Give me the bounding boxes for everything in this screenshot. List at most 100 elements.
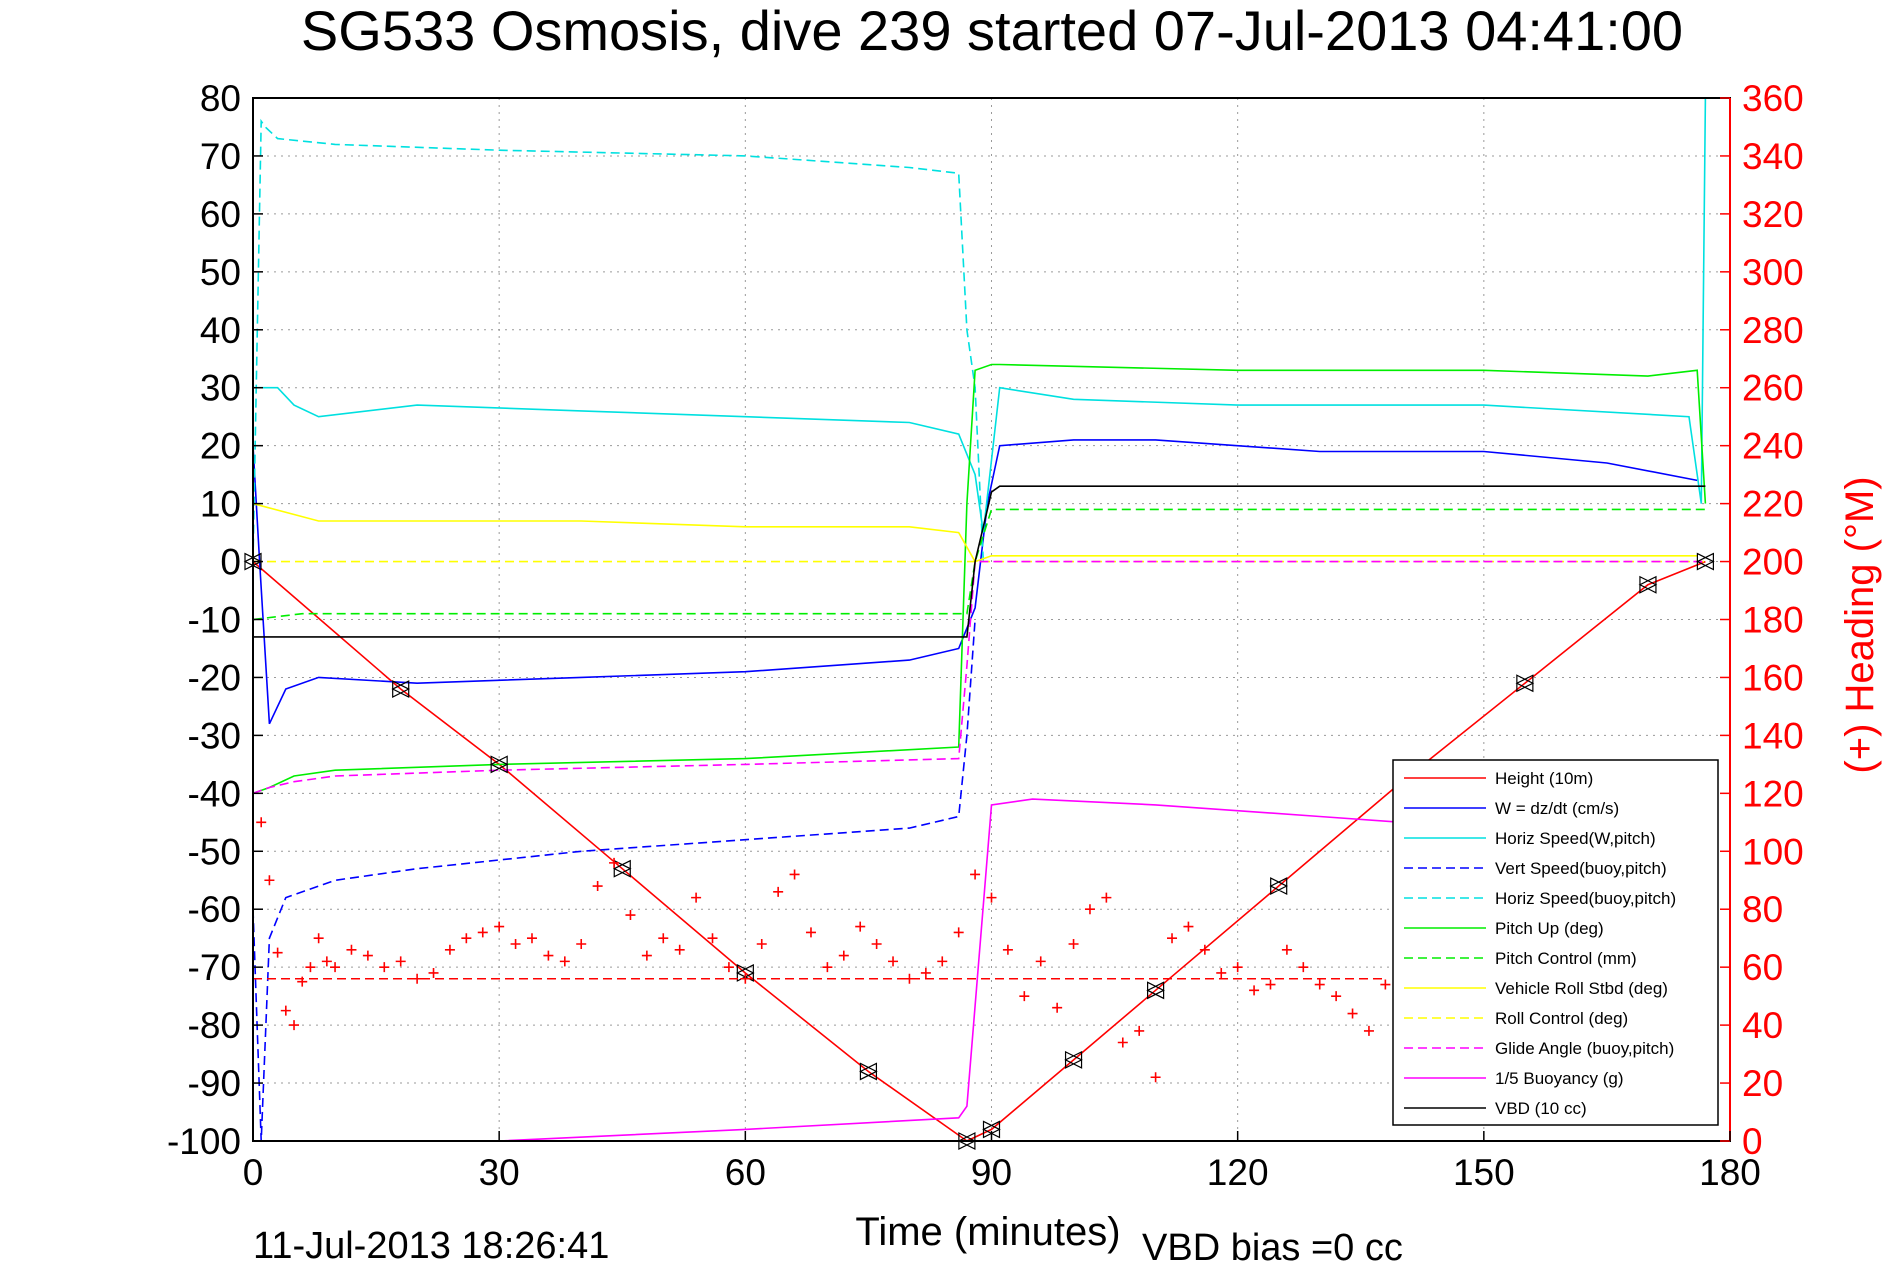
heading-point — [1002, 944, 1013, 955]
height-marker — [1515, 674, 1535, 693]
legend-label: Height (10m) — [1495, 769, 1593, 788]
y-right-tick-label: 80 — [1742, 889, 1783, 930]
series-line — [253, 97, 1707, 533]
y-tick-label: -20 — [188, 657, 241, 698]
x-axis-label: Time (minutes) — [855, 1210, 1120, 1254]
height-marker — [1638, 575, 1658, 594]
series-line — [252, 508, 1706, 621]
heading-point — [444, 944, 455, 955]
y-right-tick-label: 240 — [1742, 426, 1804, 467]
heading-point — [773, 886, 784, 897]
height-marker — [489, 755, 509, 774]
heading-point — [1019, 991, 1030, 1002]
heading-point — [1232, 962, 1243, 973]
y-axis-right-label: (+) Heading (°M) — [1838, 476, 1882, 773]
heading-point — [289, 1020, 300, 1031]
heading-point — [264, 875, 275, 886]
heading-point — [691, 892, 702, 903]
heading-layer — [253, 817, 1391, 1083]
heading-point — [1084, 904, 1095, 915]
heading-point — [321, 956, 332, 967]
heading-point — [592, 881, 603, 892]
heading-point — [526, 933, 537, 944]
heading-point — [1380, 979, 1391, 990]
heading-point — [1101, 892, 1112, 903]
heading-point — [494, 921, 505, 932]
y-right-tick-label: 0 — [1742, 1121, 1763, 1162]
heading-point — [346, 944, 357, 955]
x-tick-label: 60 — [725, 1152, 766, 1193]
heading-point — [362, 950, 373, 961]
height-marker — [859, 1062, 878, 1081]
heading-point — [280, 1005, 291, 1016]
y-right-tick-label: 100 — [1742, 831, 1804, 872]
y-tick-label: -50 — [188, 831, 241, 872]
legend-label: Glide Angle (buoy,pitch) — [1495, 1039, 1674, 1058]
heading-point — [805, 927, 816, 938]
heading-point — [1363, 1025, 1374, 1036]
footer-date: 11-Jul-2013 18:26:41 — [253, 1225, 609, 1262]
heading-point — [1331, 991, 1342, 1002]
y-tick-label: 40 — [200, 310, 241, 351]
y-right-tick-label: 220 — [1742, 484, 1804, 525]
heading-point — [297, 976, 308, 987]
heading-point — [1134, 1025, 1145, 1036]
y-right-tick-label: 40 — [1742, 1005, 1783, 1046]
y-right-tick-label: 320 — [1742, 194, 1804, 235]
heading-point — [1347, 1008, 1358, 1019]
height-marker — [1146, 981, 1165, 1000]
x-tick-label: 150 — [1453, 1152, 1515, 1193]
heading-point — [609, 857, 620, 868]
y-axis-left: 80 70 60 50 40 30 20 10 0 -10 -20 -30 -40 -50 -60 -70 -8… — [167, 78, 263, 1162]
heading-point — [822, 962, 833, 973]
heading-point — [1265, 979, 1276, 990]
heading-point — [1314, 979, 1325, 990]
heading-point — [674, 944, 685, 955]
heading-point — [953, 927, 964, 938]
legend-label: Pitch Control (mm) — [1495, 949, 1637, 968]
heading-point — [559, 956, 570, 967]
heading-point — [1298, 962, 1309, 973]
y-right-tick-label: 120 — [1742, 773, 1804, 814]
heading-point — [1117, 1037, 1128, 1048]
x-tick-label: 180 — [1699, 1152, 1761, 1193]
x-axis: 0 30 60 90 120 150 180 — [243, 1131, 1761, 1193]
y-axis-right: 3603403203002802602402202001801601401201… — [1720, 78, 1804, 1162]
y-tick-label: 30 — [200, 368, 241, 409]
heading-point — [871, 938, 882, 949]
footer-note: VBD bias =0 cc — [1142, 1227, 1403, 1262]
heading-point — [970, 869, 981, 880]
legend-label: Pitch Up (deg) — [1495, 919, 1604, 938]
heading-point — [379, 962, 390, 973]
series-line — [252, 502, 1698, 563]
heading-point — [461, 933, 472, 944]
x-tick-label: 0 — [243, 1152, 264, 1193]
legend-items: Height (10m) W = dz/dt (cm/s) Horiz Speed(… — [1404, 769, 1676, 1118]
y-right-tick-label: 180 — [1742, 600, 1804, 641]
series-line — [252, 619, 976, 1142]
chart-title: SG533 Osmosis, dive 239 started 07-Jul-2… — [301, 0, 1683, 62]
height-marker — [1269, 877, 1289, 896]
y-right-tick-label: 60 — [1742, 947, 1783, 988]
y-tick-label: -40 — [188, 773, 241, 814]
heading-point — [412, 973, 423, 984]
heading-point — [1249, 985, 1260, 996]
legend-label: Horiz Speed(W,pitch) — [1495, 829, 1656, 848]
legend: Height (10m) W = dz/dt (cm/s) Horiz Speed(… — [1392, 759, 1719, 1126]
y-right-tick-label: 160 — [1742, 657, 1804, 698]
heading-point — [1052, 1002, 1063, 1013]
legend-label: VBD (10 cc) — [1495, 1099, 1587, 1118]
heading-point — [330, 962, 341, 973]
y-right-tick-label: 200 — [1742, 542, 1804, 583]
heading-point — [428, 967, 439, 978]
legend-label: Roll Control (deg) — [1495, 1009, 1628, 1028]
heading-point — [1183, 921, 1194, 932]
series-line — [252, 560, 1706, 795]
heading-point — [1199, 944, 1210, 955]
series-line — [252, 363, 1707, 795]
heading-point — [576, 938, 587, 949]
x-tick-label: 90 — [971, 1152, 1012, 1193]
height-marker — [391, 680, 411, 699]
y-tick-label: -80 — [188, 1005, 241, 1046]
